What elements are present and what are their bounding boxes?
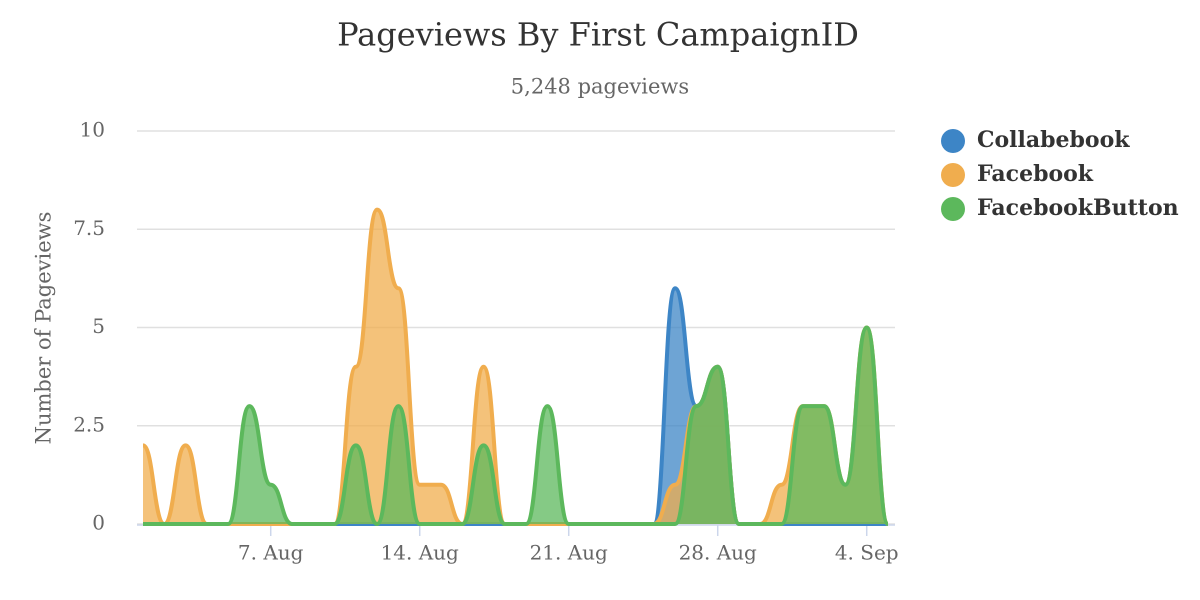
- legend-label: FacebookButton: [977, 195, 1179, 221]
- x-tick-label: 21. Aug: [530, 541, 608, 565]
- legend-label: Facebook: [977, 161, 1094, 187]
- y-tick-label: 2.5: [73, 412, 105, 436]
- x-tick-label: 7. Aug: [238, 541, 304, 565]
- x-tick-label: 4. Sep: [835, 541, 899, 565]
- x-tick-label: 28. Aug: [679, 541, 757, 565]
- area: [143, 327, 888, 524]
- y-tick-label: 10: [80, 118, 105, 142]
- legend-marker: [941, 197, 965, 221]
- chart-subtitle: 5,248 pageviews: [511, 75, 689, 99]
- y-axis-title: Number of Pageviews: [32, 212, 56, 445]
- y-tick-label: 0: [92, 511, 105, 535]
- legend-marker: [941, 129, 965, 153]
- line: [143, 325, 890, 526]
- y-tick-label: 7.5: [73, 216, 105, 240]
- legend-label: Collabebook: [977, 127, 1130, 153]
- y-tick-label: 5: [92, 314, 105, 338]
- x-tick-label: 14. Aug: [381, 541, 459, 565]
- legend-marker: [941, 163, 965, 187]
- chart-title: Pageviews By First CampaignID: [337, 16, 859, 54]
